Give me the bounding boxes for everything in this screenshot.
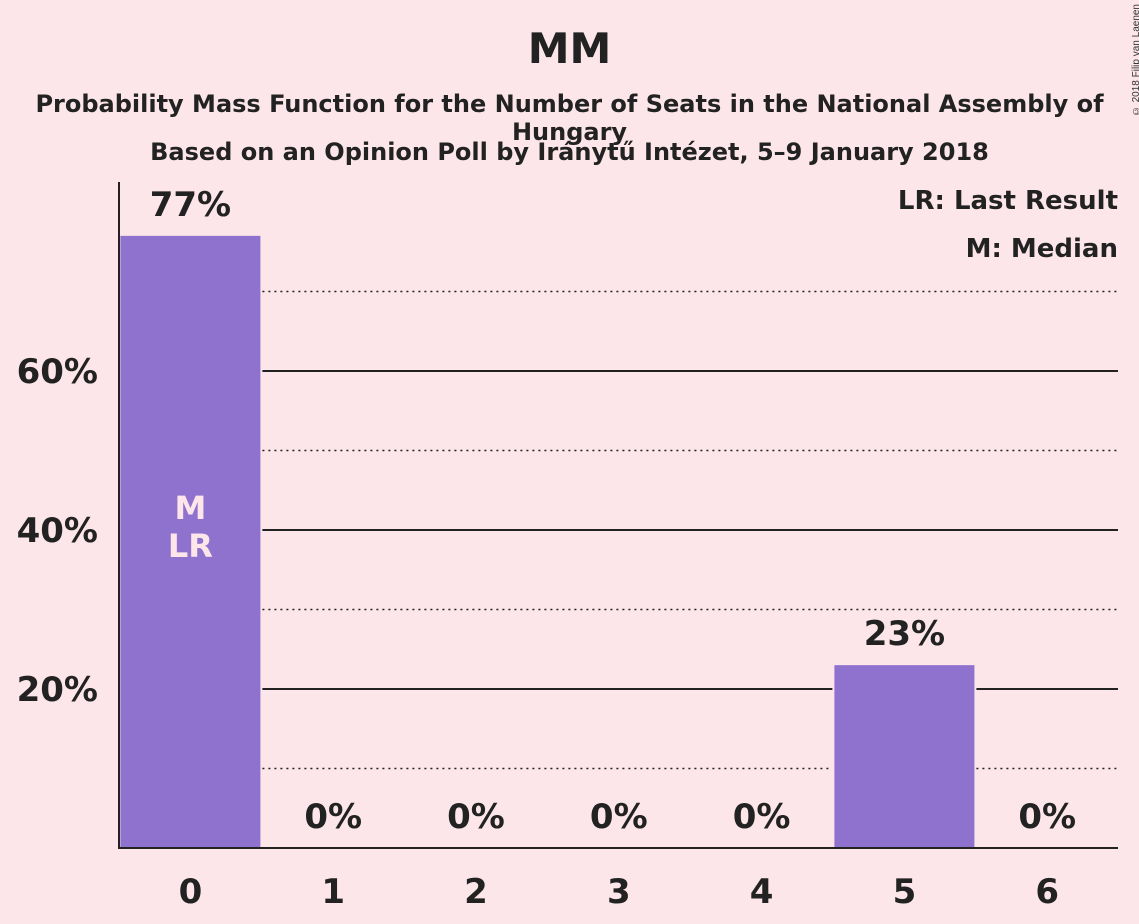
axes: 20% 40% 60% 0 1 2 3 4 5 6 <box>17 182 1118 912</box>
bar-marker-label: M <box>174 489 206 527</box>
value-label: 0% <box>733 797 791 837</box>
value-label: 0% <box>447 797 505 837</box>
legend-median: M: Median <box>966 234 1118 264</box>
x-tick-label: 3 <box>607 872 631 912</box>
x-tick-label: 4 <box>750 872 774 912</box>
bars <box>120 235 975 849</box>
x-tick-label: 2 <box>464 872 488 912</box>
value-label: 0% <box>304 797 362 837</box>
x-tick-label: 6 <box>1035 872 1059 912</box>
y-tick-label: 40% <box>17 511 98 551</box>
x-tick-label: 5 <box>893 872 917 912</box>
bar-marker-label: LR <box>168 527 213 565</box>
value-label: 0% <box>1018 797 1076 837</box>
y-tick-label: 60% <box>17 352 98 392</box>
x-tick-label: 0 <box>179 872 203 912</box>
value-label: 77% <box>150 185 231 225</box>
value-label: 23% <box>864 614 945 654</box>
value-label: 0% <box>590 797 648 837</box>
gridlines <box>262 290 1118 770</box>
x-tick-label: 1 <box>321 872 345 912</box>
chart-subtitle-line1: Probability Mass Function for the Number… <box>35 90 1104 146</box>
y-tick-label: 20% <box>17 670 98 710</box>
value-labels: 77% 0% 0% 0% 0% 23% 0% MLR <box>150 185 1076 837</box>
bar <box>120 235 261 849</box>
bar <box>834 665 975 848</box>
legend-last-result: LR: Last Result <box>898 186 1118 216</box>
chart-title: MM <box>527 24 612 73</box>
chart-subtitle-line2: Based on an Opinion Poll by Iránytű Inté… <box>150 138 989 166</box>
